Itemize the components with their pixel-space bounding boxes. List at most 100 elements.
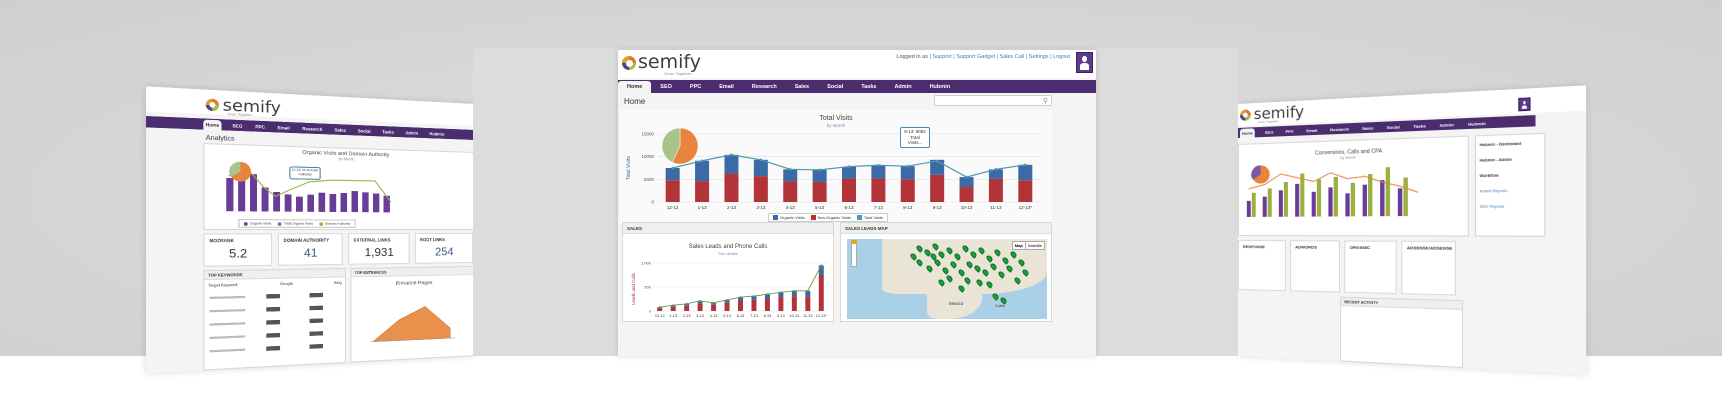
- tab-email[interactable]: Email: [275, 122, 292, 132]
- sales-call-link[interactable]: Sales Call: [1000, 54, 1025, 60]
- x-tick-label: 2-13: [727, 205, 737, 210]
- total-visits-point: [760, 159, 763, 162]
- bar-leads: [711, 305, 716, 311]
- legend-item[interactable]: Total Visits: [857, 215, 883, 220]
- y-tick-label: 10000: [641, 154, 654, 159]
- legend-item[interactable]: Non-Organic Visits: [811, 215, 851, 220]
- tab-admin[interactable]: Admin: [1437, 119, 1456, 130]
- map-panel: SALES LEADS MAP Mexico Cuba Map Satellit…: [840, 222, 1052, 322]
- tab-email[interactable]: Email: [1304, 125, 1319, 135]
- entrance-panel: TOP ENTRANCES Entrance Pages: [350, 266, 475, 363]
- legend-label: Total Visits: [864, 215, 883, 220]
- tab-home[interactable]: Home: [618, 81, 651, 93]
- kpi-label: MOZRANK: [209, 238, 234, 244]
- logout-link[interactable]: Logout: [1053, 54, 1070, 60]
- kpi-value: 41: [279, 247, 342, 260]
- tab-admin[interactable]: Admin: [403, 127, 420, 137]
- total-point: [659, 306, 661, 308]
- zoom-control[interactable]: [851, 243, 857, 267]
- side-menu-item[interactable]: Hubmin - Dashboard: [1480, 141, 1522, 147]
- total-visits-point: [995, 168, 998, 171]
- chart-tooltip: 11-13: 40 Domain Authority: [289, 166, 320, 179]
- user-avatar[interactable]: [1518, 97, 1530, 111]
- user-avatar[interactable]: [1076, 52, 1093, 73]
- tab-sales[interactable]: Sales: [1360, 123, 1376, 133]
- chart-legend: Organic Visits Non-Organic Visits Total Vi…: [768, 213, 888, 222]
- x-tick-label: 12-12: [655, 314, 665, 318]
- tab-research[interactable]: Research: [743, 81, 786, 93]
- tab-sales[interactable]: Sales: [332, 124, 348, 134]
- tab-hubmin[interactable]: Hubmin: [921, 81, 959, 93]
- map-button[interactable]: Map: [1013, 242, 1025, 249]
- satellite-button[interactable]: Satellite: [1025, 242, 1044, 249]
- tab-tasks[interactable]: Tasks: [1411, 120, 1428, 130]
- tab-seo[interactable]: SEO: [651, 81, 681, 93]
- x-tick-label: 9-13: [777, 314, 785, 318]
- search-input[interactable]: ⚲: [934, 95, 1052, 106]
- tab-hubmin[interactable]: Hubmin: [427, 128, 446, 138]
- tab-seo[interactable]: SEO: [1263, 127, 1276, 137]
- support-gadget-link[interactable]: Support Gadget: [956, 54, 995, 60]
- cpa-line: [1249, 171, 1418, 195]
- tab-home[interactable]: Home: [1240, 128, 1255, 138]
- bar-organic: [666, 168, 680, 180]
- bar-leads: [778, 297, 783, 311]
- total-visits-point: [1024, 164, 1027, 167]
- bar-leads: [725, 303, 730, 311]
- legend-item[interactable]: Organic Visits: [244, 221, 271, 225]
- tab-email[interactable]: Email: [710, 81, 743, 93]
- legend-item[interactable]: Domain Authority: [320, 221, 351, 225]
- brand-tagline: Grow. Together.: [1258, 119, 1279, 124]
- col-google: Google: [280, 282, 293, 287]
- pegman-icon[interactable]: [851, 240, 857, 244]
- bar-organic: [783, 169, 797, 181]
- total-point: [753, 295, 755, 297]
- kpi-label: ROOT LINKS: [420, 237, 445, 242]
- stat-card: ORGANIC: [1344, 240, 1396, 294]
- tab-ppc[interactable]: PPC: [681, 81, 710, 93]
- page-title: Analytics: [206, 135, 235, 143]
- tab-social[interactable]: Social: [1384, 121, 1402, 131]
- legend-item[interactable]: Organic Visits: [773, 215, 805, 220]
- tab-social[interactable]: Social: [818, 81, 852, 93]
- tab-admin[interactable]: Admin: [885, 81, 920, 93]
- total-point: [793, 290, 795, 292]
- tab-research[interactable]: Research: [1328, 124, 1351, 134]
- tab-hubmin[interactable]: Hubmin: [1466, 118, 1488, 129]
- tab-research[interactable]: Research: [300, 123, 325, 134]
- bar-organic: [724, 155, 738, 174]
- tab-seo[interactable]: SEO: [230, 120, 245, 131]
- tab-home[interactable]: Home: [203, 119, 221, 130]
- side-menu-item[interactable]: Admin Reports: [1480, 189, 1508, 194]
- map-pin[interactable]: [991, 292, 999, 300]
- x-tick-label: 2-13: [683, 314, 691, 318]
- total-visits-point: [818, 169, 821, 172]
- x-tick-label: 12-13*: [1019, 205, 1033, 210]
- bar-non-organic: [960, 187, 974, 202]
- x-tick-label: 12-13*: [816, 314, 828, 318]
- search-icon[interactable]: ⚲: [1043, 97, 1048, 105]
- tab-ppc[interactable]: PPC: [253, 121, 267, 131]
- logged-in-text: Logged in as: [896, 54, 928, 60]
- support-link[interactable]: Support: [932, 54, 951, 60]
- tab-ppc[interactable]: PPC: [1283, 126, 1295, 136]
- total-visits-point: [789, 168, 792, 171]
- tab-tasks[interactable]: Tasks: [380, 126, 396, 136]
- sales-panel: SALES Sales Leads and Phone Calls See de…: [622, 222, 834, 322]
- side-menu-item[interactable]: Workflow: [1480, 173, 1499, 178]
- right-window: semify Grow. Together. Home SEO PPC Email Re…: [1238, 85, 1586, 374]
- x-tick-label: 11-13: [803, 314, 812, 318]
- center-window: semify Grow. Together. Logged in as | Su…: [618, 50, 1096, 356]
- settings-link[interactable]: Settings: [1029, 54, 1049, 60]
- side-menu-item[interactable]: Hubmin - Admin: [1480, 157, 1512, 162]
- tab-sales[interactable]: Sales: [786, 81, 818, 93]
- tab-tasks[interactable]: Tasks: [852, 81, 885, 93]
- legend-item[interactable]: Total Organic Visits: [278, 221, 313, 225]
- x-tick-label: 4-13: [710, 314, 718, 318]
- side-menu-item[interactable]: SEO Reports: [1480, 204, 1505, 209]
- leads-map[interactable]: Mexico Cuba Map Satellite: [847, 239, 1047, 319]
- tab-social[interactable]: Social: [356, 125, 373, 135]
- panel-header: TOP KEYWORDS: [205, 269, 345, 280]
- bar-organic: [842, 167, 856, 179]
- total-point: [740, 296, 742, 298]
